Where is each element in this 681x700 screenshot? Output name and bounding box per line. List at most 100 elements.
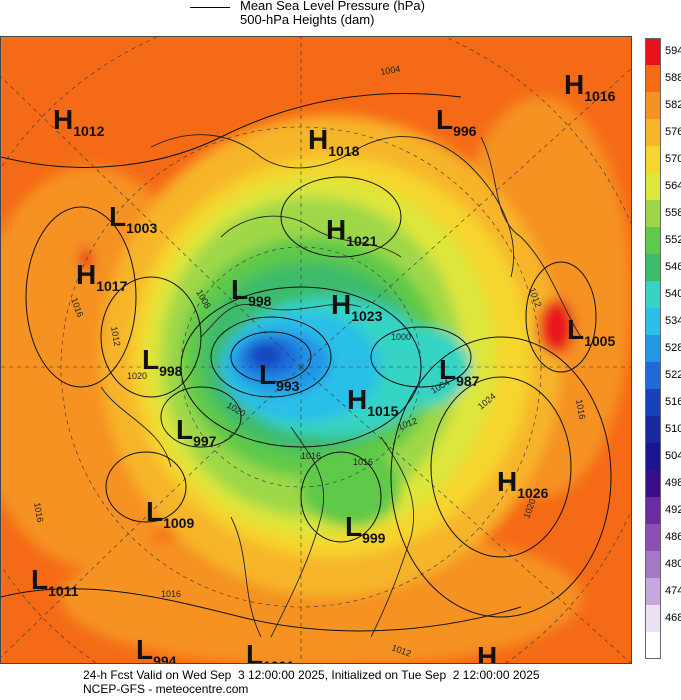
high-pressure-label: H1016 bbox=[564, 69, 616, 104]
colorbar-swatch bbox=[645, 65, 661, 92]
low-pressure-label: L993 bbox=[259, 359, 300, 394]
pressure-system-value: 993 bbox=[276, 378, 300, 394]
pressure-system-letter: L bbox=[142, 344, 159, 375]
colorbar-label: 594 bbox=[665, 45, 681, 57]
isobar bbox=[280, 176, 402, 258]
low-pressure-label: L987 bbox=[439, 354, 480, 389]
colorbar-label: 486 bbox=[665, 531, 681, 543]
pressure-system-value: 1017 bbox=[96, 278, 127, 294]
pressure-system-letter: L bbox=[109, 201, 126, 232]
forecast-valid-text: 24-h Fcst Valid on Wed Sep 3 12:00:00 20… bbox=[83, 668, 540, 682]
low-pressure-label: L1001 bbox=[246, 639, 294, 664]
pressure-system-value: 994 bbox=[153, 653, 177, 664]
isobar-label: 1012 bbox=[109, 326, 122, 347]
coastline bbox=[150, 134, 515, 278]
isobar bbox=[525, 261, 597, 373]
pressure-system-value: 1018 bbox=[328, 143, 359, 159]
pressure-system-letter: H bbox=[76, 259, 96, 290]
low-pressure-label: L998 bbox=[231, 274, 272, 309]
colorbar-swatch bbox=[645, 92, 661, 119]
high-pressure-label: H1026 bbox=[497, 466, 549, 501]
colorbar-swatch bbox=[645, 362, 661, 389]
colorbar-swatch bbox=[645, 416, 661, 443]
pressure-system-value: 1015 bbox=[367, 403, 398, 419]
colorbar-label: 504 bbox=[665, 450, 681, 462]
pressure-system-value: 1001 bbox=[263, 658, 294, 664]
heights-legend-label: 500-hPa Heights (dam) bbox=[240, 12, 375, 27]
colorbar-swatch bbox=[645, 443, 661, 470]
pressure-system-value: 997 bbox=[193, 433, 217, 449]
coastline bbox=[220, 215, 402, 258]
pressure-system-value: 1005 bbox=[584, 333, 615, 349]
isobar bbox=[210, 316, 332, 398]
low-pressure-label: L997 bbox=[176, 414, 217, 449]
forecast-map: 1004 1016 1012 1020 1008 1000 1024 1004 1012 1016… bbox=[0, 36, 632, 664]
colorbar-label: 468 bbox=[665, 612, 681, 624]
pressure-system-letter: L bbox=[439, 354, 456, 385]
height-fill bbox=[250, 344, 282, 366]
low-pressure-label: L996 bbox=[436, 104, 477, 139]
grid-line bbox=[1, 366, 302, 658]
colorbar-swatch bbox=[645, 551, 661, 578]
isobar-label: 1016 bbox=[161, 589, 181, 599]
colorbar-swatch bbox=[645, 254, 661, 281]
colorbar-swatch bbox=[645, 281, 661, 308]
colorbar-swatch bbox=[645, 173, 661, 200]
colorbar-swatch bbox=[645, 578, 661, 605]
colorbar-label: 480 bbox=[665, 558, 681, 570]
colorbar-swatch bbox=[645, 632, 661, 659]
colorbar-label: 546 bbox=[665, 261, 681, 273]
pressure-system-letter: H bbox=[331, 289, 351, 320]
coastline bbox=[200, 303, 362, 338]
low-pressure-label: L998 bbox=[142, 344, 183, 379]
high-pressure-label: H1018 bbox=[308, 124, 360, 159]
isobar bbox=[300, 451, 382, 543]
pressure-system-value: 1026 bbox=[517, 485, 548, 501]
coastline bbox=[100, 386, 172, 468]
pressure-system-letter: L bbox=[436, 104, 453, 135]
colorbar-label: 492 bbox=[665, 504, 681, 516]
pressure-system-letter: L bbox=[259, 359, 276, 390]
colorbar-swatch bbox=[645, 605, 661, 632]
isobar bbox=[25, 206, 137, 388]
colorbar-label: 534 bbox=[665, 315, 681, 327]
pressure-system-letter: L bbox=[136, 634, 153, 664]
colorbar-swatch bbox=[645, 524, 661, 551]
isobar bbox=[1, 92, 462, 168]
pressure-system-value: 1009 bbox=[163, 515, 194, 531]
pressure-system-letter: H bbox=[564, 69, 584, 100]
isobar bbox=[230, 331, 312, 383]
coastlines bbox=[100, 134, 582, 638]
pressure-system-value: 998 bbox=[248, 293, 272, 309]
colorbar-label: 528 bbox=[665, 342, 681, 354]
coastline bbox=[370, 436, 415, 638]
low-pressure-label: L1003 bbox=[109, 201, 157, 236]
pressure-system-letter: L bbox=[345, 511, 362, 542]
coastline bbox=[480, 136, 582, 338]
colorbar-swatch bbox=[645, 227, 661, 254]
isobar-line-swatch bbox=[190, 7, 230, 8]
isobars bbox=[1, 92, 612, 632]
low-pressure-label: L994 bbox=[136, 634, 177, 664]
pressure-system-letter: L bbox=[567, 314, 584, 345]
colorbar-swatch bbox=[645, 119, 661, 146]
pressure-system-letter: L bbox=[176, 414, 193, 445]
low-pressure-label: L1009 bbox=[146, 496, 194, 531]
isobar bbox=[160, 386, 242, 448]
pressure-system-value: 998 bbox=[159, 363, 183, 379]
pressure-system-letter: H bbox=[308, 124, 328, 155]
pressure-system-letter: L bbox=[146, 496, 163, 527]
colorbar-label: 474 bbox=[665, 585, 681, 597]
pressure-system-value: 996 bbox=[453, 123, 477, 139]
isobar-legend-label: Mean Sea Level Pressure (hPa) bbox=[240, 0, 425, 13]
colorbar-swatch bbox=[645, 335, 661, 362]
high-pressure-label: H1015 bbox=[347, 384, 399, 419]
colorbar-label: 576 bbox=[665, 126, 681, 138]
pressure-system-value: 999 bbox=[362, 530, 386, 546]
pressure-system-value: 1012 bbox=[73, 123, 104, 139]
high-pressure-label: H1017 bbox=[76, 259, 128, 294]
isobar-label: 1020 bbox=[127, 371, 147, 381]
colorbar-swatch bbox=[645, 38, 661, 65]
colorbar-swatch bbox=[645, 389, 661, 416]
